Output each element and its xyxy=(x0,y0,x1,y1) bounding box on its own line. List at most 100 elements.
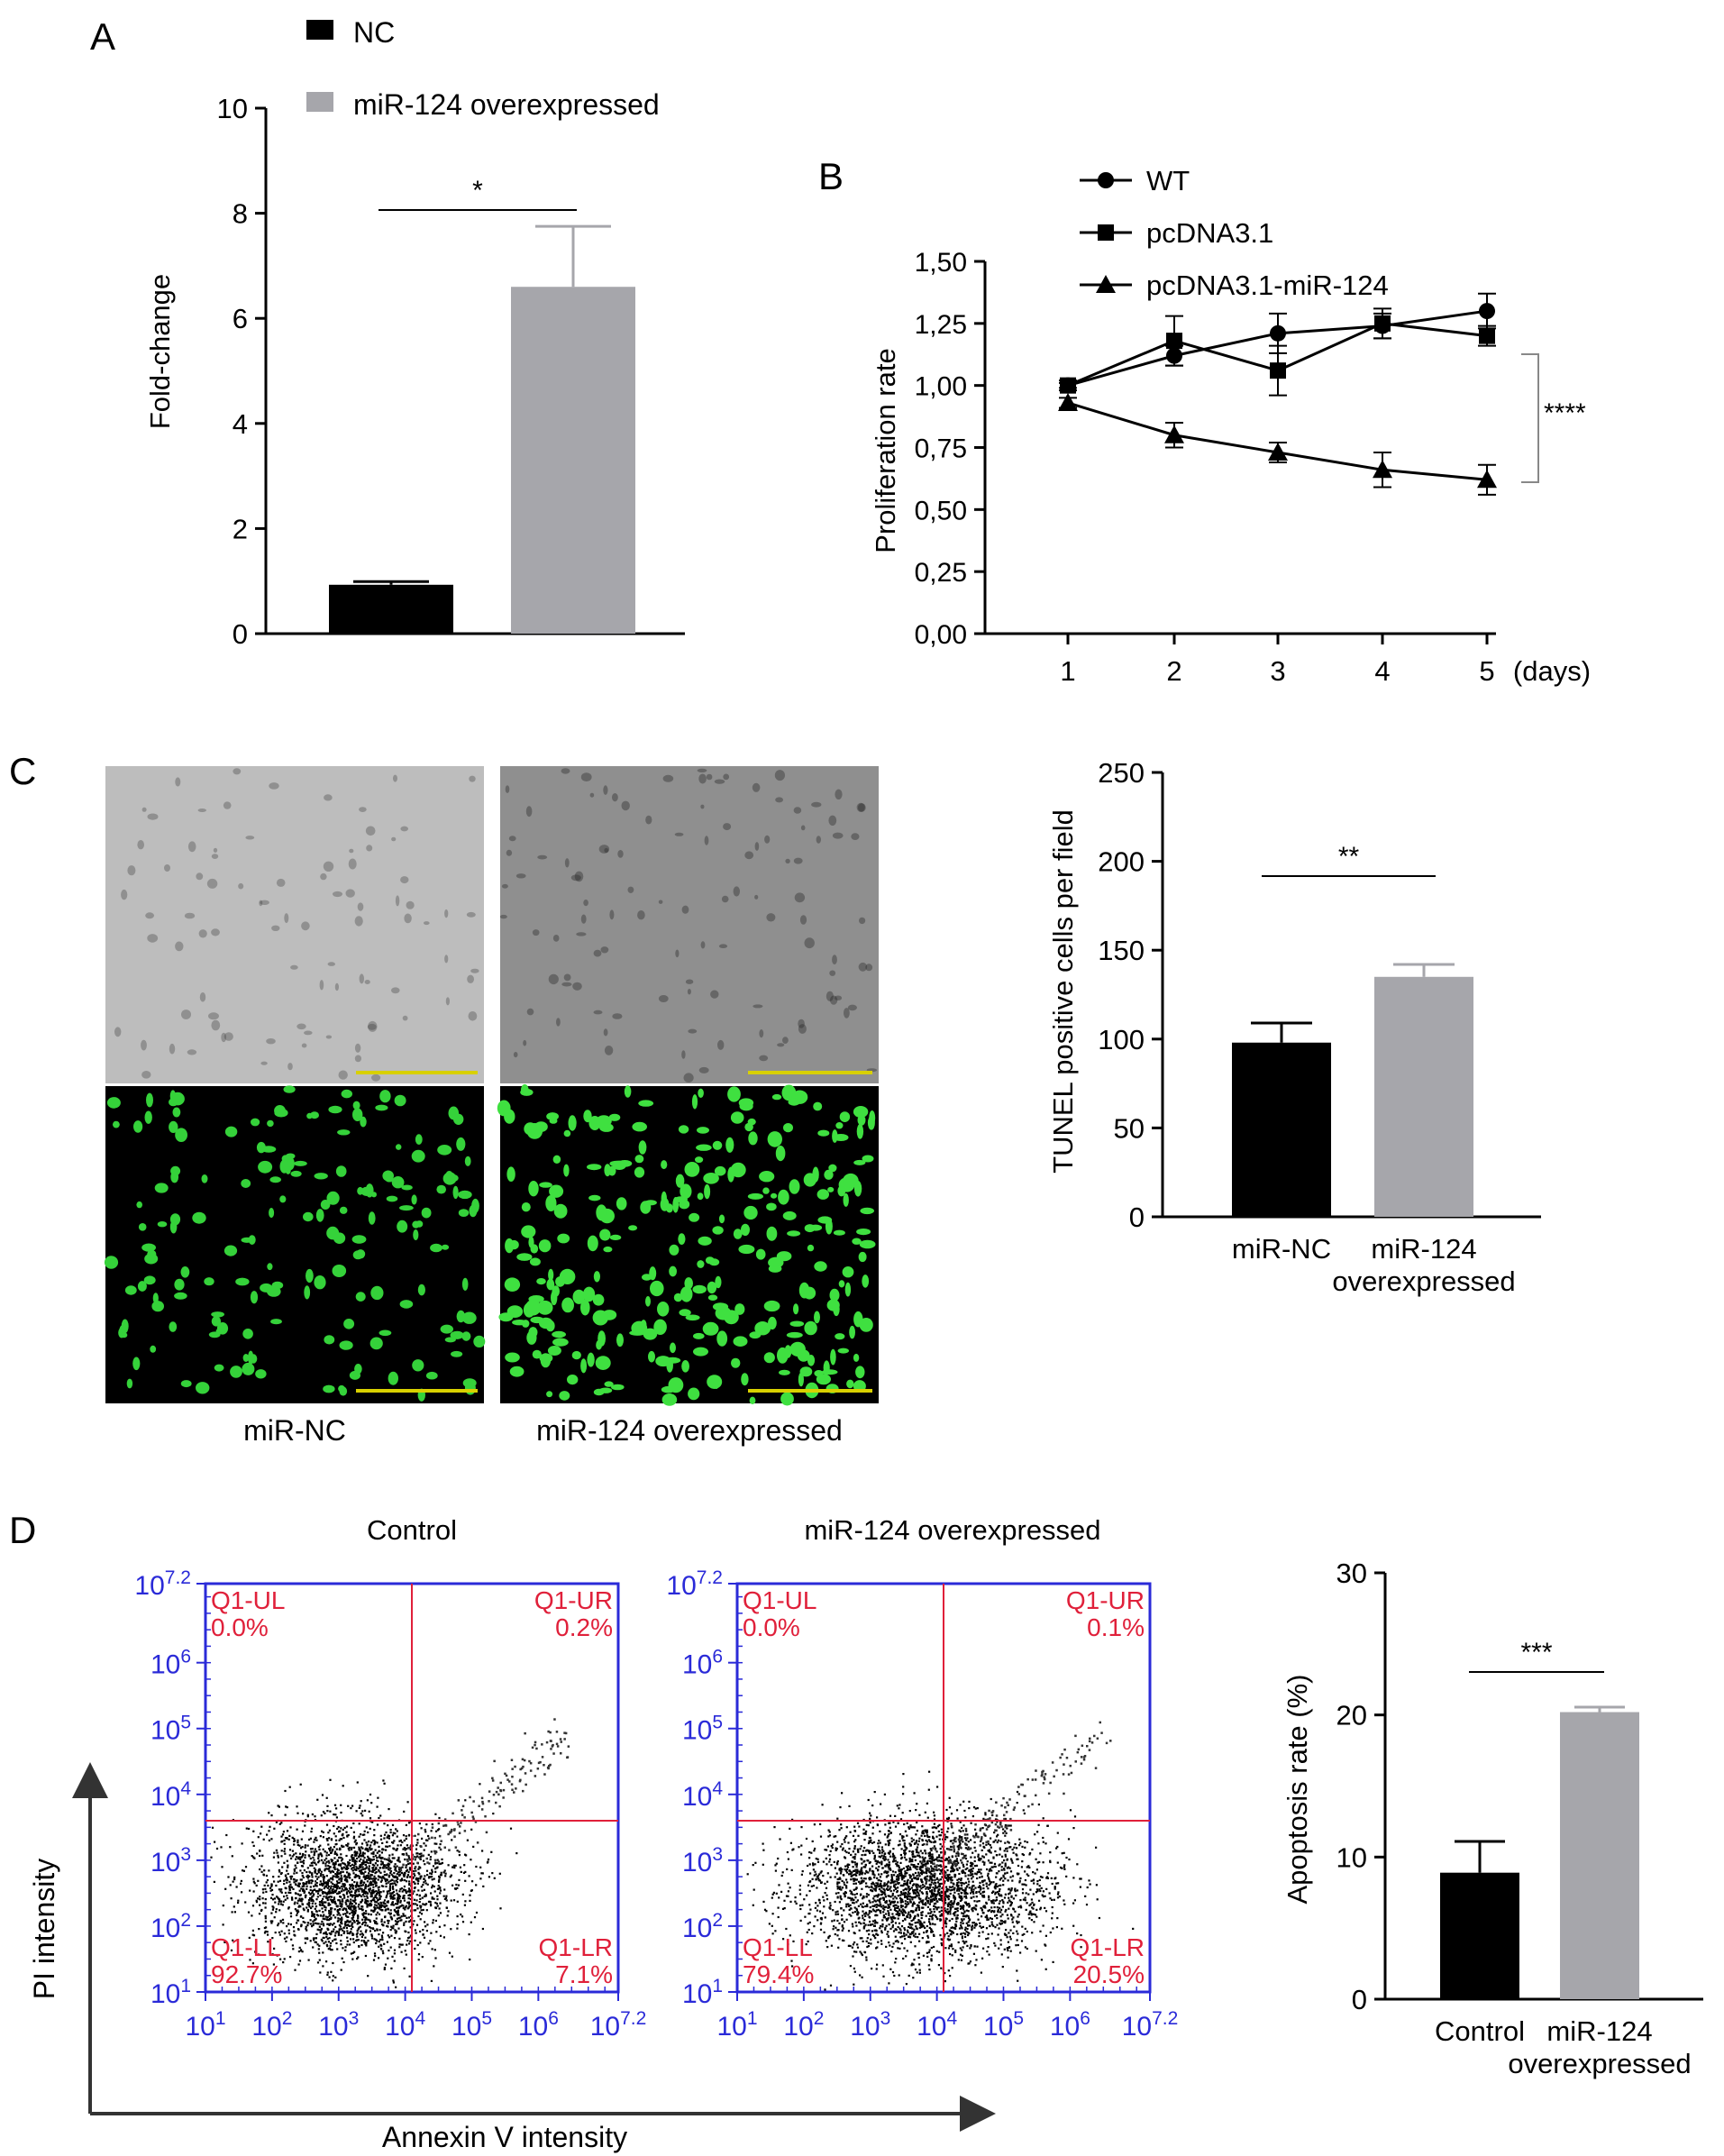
event-dot xyxy=(418,1911,422,1914)
event-dot xyxy=(379,1814,382,1817)
event-dot xyxy=(358,1869,360,1872)
cell-blob xyxy=(506,849,513,856)
event-dot xyxy=(293,1869,296,1872)
event-dot xyxy=(288,1888,291,1891)
event-dot xyxy=(296,1909,298,1913)
event-dot xyxy=(321,1855,324,1858)
event-dot xyxy=(379,1896,382,1898)
event-dot xyxy=(397,1910,399,1913)
cell-blob xyxy=(466,911,476,918)
event-dot xyxy=(288,1854,291,1857)
event-dot xyxy=(340,1933,342,1937)
event-dot xyxy=(325,1868,328,1870)
cell-blob xyxy=(852,1238,862,1245)
event-dot xyxy=(889,1886,892,1888)
category-label-1: miR-124 xyxy=(1371,1233,1476,1265)
cell-blob xyxy=(661,1160,668,1170)
event-dot xyxy=(268,1812,270,1814)
cell-blob xyxy=(323,1384,335,1393)
event-dot xyxy=(287,1885,291,1887)
event-dot xyxy=(444,1872,447,1875)
event-dot xyxy=(340,1890,343,1893)
panel-a-label: A xyxy=(90,15,115,58)
event-dot xyxy=(342,1960,345,1964)
event-dot xyxy=(329,1949,333,1951)
event-dot xyxy=(310,1850,313,1853)
event-dot xyxy=(845,1878,848,1881)
event-dot xyxy=(838,1868,841,1870)
event-dot xyxy=(383,1870,386,1873)
event-dot xyxy=(849,1944,852,1948)
event-dot xyxy=(395,1849,397,1851)
event-dot xyxy=(922,1954,925,1957)
event-dot xyxy=(310,1899,313,1902)
event-dot xyxy=(967,1877,970,1880)
event-dot xyxy=(982,1947,985,1950)
cell-blob xyxy=(718,944,728,948)
cell-blob xyxy=(763,1300,780,1312)
event-dot xyxy=(301,1854,304,1857)
event-dot xyxy=(481,1927,484,1931)
event-dot xyxy=(364,1901,367,1904)
event-dot xyxy=(355,1810,358,1813)
event-dot xyxy=(300,1897,303,1900)
event-dot xyxy=(888,1868,890,1870)
event-dot xyxy=(395,1828,397,1831)
event-dot xyxy=(471,1815,475,1818)
event-dot xyxy=(463,1830,467,1832)
event-dot xyxy=(351,1914,354,1916)
cell-blob xyxy=(799,915,807,925)
event-dot xyxy=(327,1843,330,1846)
event-dot xyxy=(341,1905,343,1907)
event-dot xyxy=(910,1859,913,1863)
event-dot xyxy=(347,1842,350,1845)
event-dot xyxy=(344,1877,347,1880)
event-dot xyxy=(283,1848,287,1850)
event-dot xyxy=(930,1891,934,1894)
event-dot xyxy=(358,1887,360,1890)
event-dot xyxy=(871,1968,873,1970)
event-dot xyxy=(926,1802,928,1804)
cell-blob xyxy=(715,1275,722,1289)
event-dot xyxy=(324,1885,326,1887)
quadrant-ul-name: Q1-UL xyxy=(211,1586,285,1614)
event-dot xyxy=(397,1920,399,1923)
event-dot xyxy=(330,1838,333,1841)
event-dot xyxy=(877,1883,880,1886)
event-dot xyxy=(282,1922,285,1924)
event-dot xyxy=(330,1910,333,1913)
event-dot xyxy=(326,1915,329,1919)
cell-blob xyxy=(211,1019,221,1031)
event-dot xyxy=(222,1923,224,1926)
event-dot xyxy=(873,1791,876,1794)
event-dot xyxy=(336,1948,339,1950)
event-dot xyxy=(325,1896,328,1898)
event-dot xyxy=(407,1894,410,1896)
event-dot xyxy=(442,1936,445,1939)
event-dot xyxy=(280,1891,283,1894)
event-dot xyxy=(342,1828,344,1832)
event-dot xyxy=(315,1885,318,1887)
event-dot xyxy=(447,1832,450,1836)
event-dot xyxy=(286,1869,288,1872)
event-dot xyxy=(472,1800,475,1803)
event-dot xyxy=(296,1919,300,1922)
event-dot xyxy=(466,1839,469,1841)
event-dot xyxy=(286,1925,288,1928)
event-dot xyxy=(369,1859,372,1861)
event-dot xyxy=(346,1932,349,1934)
event-dot xyxy=(946,1868,949,1872)
event-dot xyxy=(340,1870,342,1873)
event-dot xyxy=(415,1904,419,1906)
panel-d: D Control1011011021021031031041041051051… xyxy=(9,1509,1703,2153)
event-dot xyxy=(289,1826,292,1829)
event-dot xyxy=(397,1916,400,1920)
cell-blob xyxy=(452,1185,459,1200)
event-dot xyxy=(383,1833,387,1836)
cell-blob xyxy=(858,1251,867,1263)
event-dot xyxy=(402,1895,405,1897)
event-dot xyxy=(821,1804,824,1806)
cell-blob xyxy=(561,1297,574,1313)
event-dot xyxy=(916,1821,918,1824)
event-dot xyxy=(403,1871,406,1875)
